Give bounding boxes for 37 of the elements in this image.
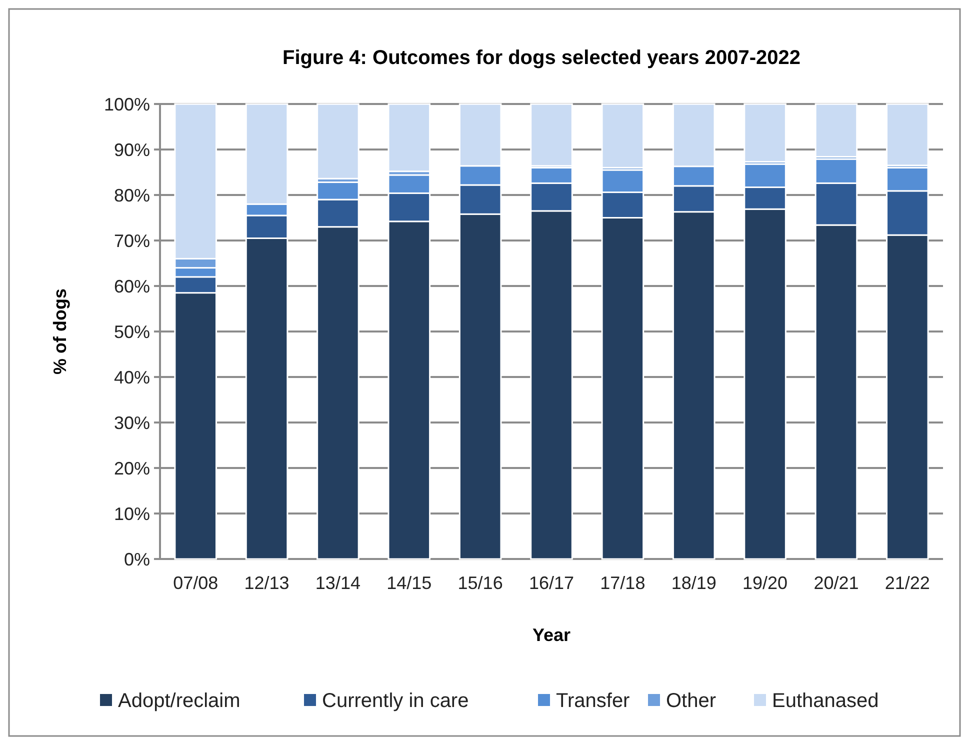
y-tick-label: 0% bbox=[124, 549, 150, 570]
x-tick-label: 15/16 bbox=[458, 573, 503, 593]
x-tick-label: 20/21 bbox=[814, 573, 859, 593]
bar bbox=[601, 103, 644, 168]
y-tick-label: 80% bbox=[114, 185, 150, 206]
y-tick-label: 100% bbox=[104, 94, 150, 114]
bar bbox=[886, 103, 929, 166]
x-tick-label: 19/20 bbox=[742, 573, 788, 593]
y-axis-title: % of dogs bbox=[50, 288, 70, 374]
bar bbox=[814, 103, 858, 158]
y-tick-label: 40% bbox=[114, 367, 150, 388]
bar bbox=[388, 103, 431, 172]
x-tick-label: 16/17 bbox=[528, 573, 574, 593]
bar bbox=[316, 103, 360, 180]
x-tick-label: 07/08 bbox=[173, 573, 218, 593]
y-tick-label: 30% bbox=[114, 412, 150, 433]
legend-label: Transfer bbox=[556, 690, 630, 712]
x-tick-label: 14/15 bbox=[386, 573, 432, 593]
x-tick-label: 12/13 bbox=[244, 573, 290, 593]
legend-label: Other bbox=[666, 690, 716, 712]
legend-label: Adopt/reclaim bbox=[118, 690, 240, 712]
bar bbox=[744, 103, 786, 163]
y-tick-label: 50% bbox=[114, 322, 150, 342]
y-tick-label: 60% bbox=[114, 276, 150, 296]
legend-label: Currently in care bbox=[322, 690, 469, 712]
legend-label: Euthanased bbox=[772, 690, 879, 712]
x-tick-label: 17/18 bbox=[600, 573, 646, 593]
y-tick-label: 70% bbox=[114, 230, 150, 251]
y-tick-label: 10% bbox=[114, 504, 150, 524]
bar bbox=[530, 103, 573, 167]
x-tick-label: 13/14 bbox=[315, 573, 360, 593]
x-axis-title: Year bbox=[532, 625, 571, 645]
y-tick-label: 20% bbox=[114, 458, 150, 478]
chart-title: Figure 4: Outcomes for dogs selected years 2007-2022 bbox=[282, 47, 800, 69]
x-tick-label: 21/22 bbox=[884, 573, 930, 593]
y-tick-label: 90% bbox=[114, 140, 150, 160]
x-tick-label: 18/19 bbox=[671, 573, 716, 593]
